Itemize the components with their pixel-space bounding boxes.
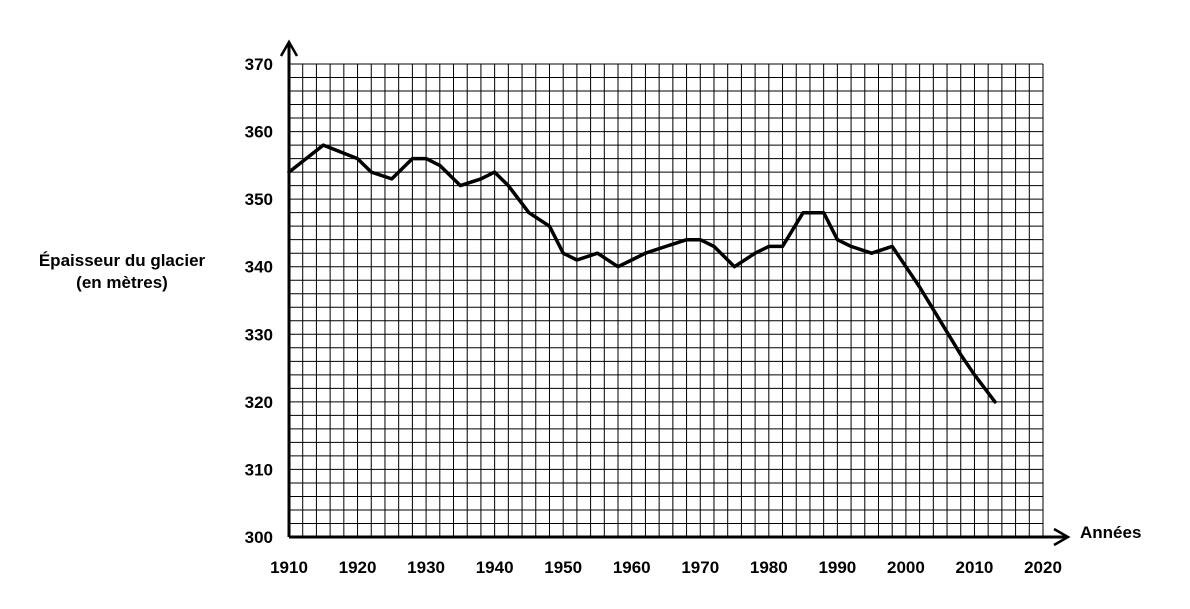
data-point [713, 246, 714, 247]
data-point [391, 178, 392, 179]
data-point [357, 158, 358, 159]
y-tick-label: 350 [245, 190, 273, 209]
y-axis-label-line-1: Épaisseur du glacier [6, 250, 238, 272]
data-point [494, 172, 495, 173]
y-tick-label: 340 [245, 258, 273, 277]
data-point [755, 253, 756, 254]
data-point [686, 239, 687, 240]
data-point [960, 354, 961, 355]
x-tick-label: 1950 [544, 558, 582, 577]
data-point [576, 259, 577, 260]
y-tick-label: 360 [245, 123, 273, 142]
data-point [480, 178, 481, 179]
grid [289, 64, 1043, 537]
data-point [994, 401, 995, 402]
data-point [905, 266, 906, 267]
data-point [700, 239, 701, 240]
data-point [617, 266, 618, 267]
data-point [974, 374, 975, 375]
data-point [734, 266, 735, 267]
x-tick-label: 1980 [750, 558, 788, 577]
x-tick-label: 2000 [887, 558, 925, 577]
data-point [508, 185, 509, 186]
data-point [919, 286, 920, 287]
x-tick-label: 2020 [1024, 558, 1062, 577]
data-point [871, 253, 872, 254]
y-tick-label: 330 [245, 325, 273, 344]
data-point [323, 144, 324, 145]
data-point [665, 246, 666, 247]
x-tick-label: 1930 [407, 558, 445, 577]
x-tick-label: 2010 [956, 558, 994, 577]
data-point [631, 259, 632, 260]
data-point [528, 212, 529, 213]
data-point [563, 253, 564, 254]
y-tick-label: 300 [245, 528, 273, 547]
data-point [439, 165, 440, 166]
data-point [412, 158, 413, 159]
y-tick-label: 310 [245, 460, 273, 479]
y-axis-label-line-2: (en mètres) [6, 272, 238, 294]
x-axis-label: Années [1080, 523, 1141, 543]
y-tick-label: 370 [245, 55, 273, 74]
data-point [371, 172, 372, 173]
data-point [425, 158, 426, 159]
series-layer [288, 144, 995, 402]
data-point [850, 246, 851, 247]
x-tick-label: 1970 [681, 558, 719, 577]
data-point [549, 226, 550, 227]
data-point [768, 246, 769, 247]
series-line [289, 145, 995, 402]
data-point [823, 212, 824, 213]
x-tick-label: 1990 [818, 558, 856, 577]
data-point [940, 320, 941, 321]
y-tick-label: 320 [245, 393, 273, 412]
data-point [782, 246, 783, 247]
data-point [837, 239, 838, 240]
data-point [645, 253, 646, 254]
data-point [288, 172, 289, 173]
data-point [802, 212, 803, 213]
x-tick-label: 1960 [613, 558, 651, 577]
y-axis-label: Épaisseur du glacier (en mètres) [6, 250, 238, 294]
x-tick-label: 1940 [476, 558, 514, 577]
x-tick-label: 1910 [270, 558, 308, 577]
x-tick-label: 1920 [339, 558, 377, 577]
data-point [460, 185, 461, 186]
data-point [597, 253, 598, 254]
data-point [892, 246, 893, 247]
